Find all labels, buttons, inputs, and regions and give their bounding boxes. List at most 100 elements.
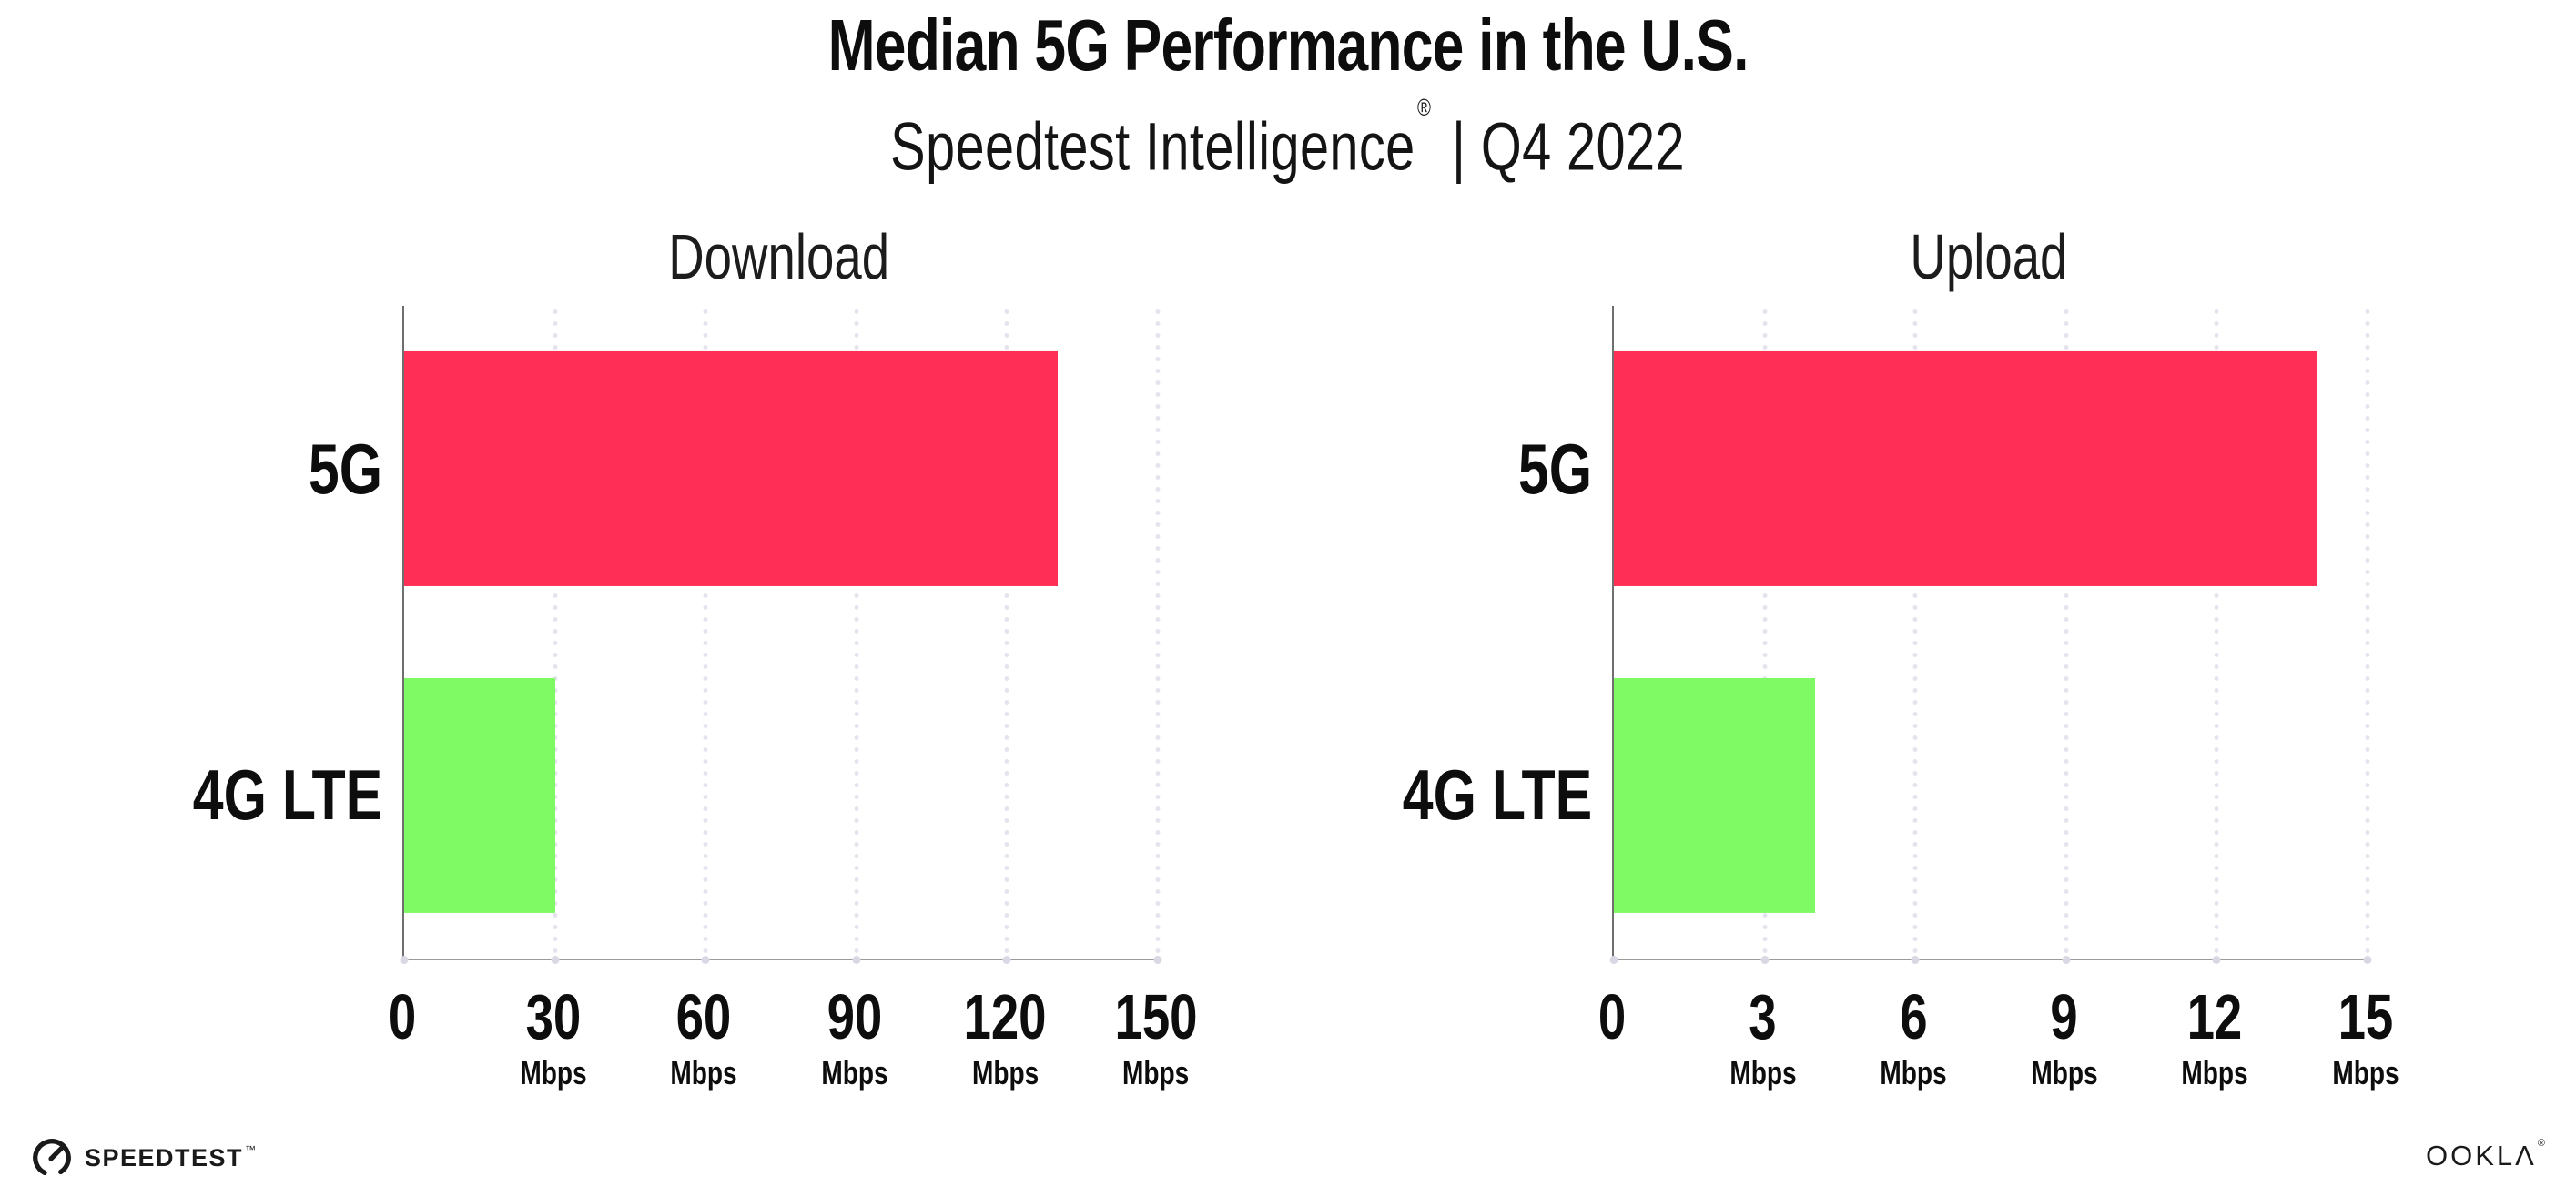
axis-tick-dot-0 <box>1609 956 1618 964</box>
x-tick-number: 120 <box>952 985 1059 1049</box>
x-tick-0: 0 <box>385 985 421 1049</box>
x-tick-unit: Mbps <box>2022 1056 2107 1090</box>
x-tick-number: 6 <box>1871 985 1956 1049</box>
axis-tick-dot-15 <box>2363 956 2372 964</box>
ookla-wordmark-prefix: OOKL <box>2426 1140 2516 1172</box>
category-label-5g: 5G <box>1497 428 1592 511</box>
x-tick-unit: Mbps <box>1720 1056 1806 1090</box>
x-tick-unit-text: Mbps <box>1122 1054 1190 1091</box>
upload-bars <box>1614 306 2368 959</box>
x-tick-number: 0 <box>385 985 421 1049</box>
speedtest-logo: SPEEDTEST ™ <box>30 1136 256 1180</box>
download-chart-title: Download <box>668 221 890 292</box>
x-tick-number: 90 <box>812 985 898 1049</box>
speedtest-wordmark: SPEEDTEST <box>85 1143 244 1172</box>
download-bars <box>404 306 1158 959</box>
x-tick-value: 0 <box>388 981 417 1052</box>
registered-mark: ® <box>2537 1138 2545 1149</box>
bar-5g <box>404 351 1058 587</box>
x-tick-value: 0 <box>1597 981 1627 1052</box>
x-tick-number: 3 <box>1720 985 1806 1049</box>
x-tick-9: 9 Mbps <box>2022 985 2107 1090</box>
upload-category-labels: 5G 4G LTE <box>1301 306 1592 959</box>
bar-band-5g <box>404 306 1158 633</box>
gridline-150 <box>1155 306 1161 959</box>
axis-tick-dot-90 <box>852 956 861 964</box>
x-tick-number: 9 <box>2022 985 2107 1049</box>
page-title-text: Median 5G Performance in the U.S. <box>827 5 1749 86</box>
axis-tick-dot-30 <box>551 956 560 964</box>
x-tick-unit-text: Mbps <box>670 1054 737 1091</box>
bar-band-4g-lte <box>1614 633 2368 959</box>
x-tick-value: 3 <box>1749 981 1777 1052</box>
x-tick-unit: Mbps <box>2323 1056 2409 1090</box>
download-plot-area <box>400 306 1162 964</box>
x-tick-unit: Mbps <box>661 1056 746 1090</box>
gridline-12 <box>2214 306 2219 959</box>
gridline-15 <box>2365 306 2370 959</box>
upload-plot-area <box>1609 306 2372 964</box>
subtitle-brand: Speedtest Intelligence <box>890 108 1416 185</box>
page-subtitle: Speedtest Intelligence® | Q4 2022 <box>0 94 2576 185</box>
x-tick-unit-text: Mbps <box>2031 1054 2098 1091</box>
x-tick-unit: Mbps <box>511 1056 596 1090</box>
x-tick-90: 90 Mbps <box>812 985 898 1090</box>
axis-tick-dot-12 <box>2212 956 2221 964</box>
download-x-axis: 0 30 Mbps 60 Mbps 90 Mbps 120 Mbps 150 Mbps <box>389 985 1198 1103</box>
x-tick-value: 12 <box>2187 981 2243 1052</box>
upload-chart-panel: Upload 5G 4G LTE 0 3 Mbps 6 Mbps 9 Mbps 12 Mbps 15… <box>1301 0 2399 1197</box>
upload-x-axis: 0 3 Mbps 6 Mbps 9 Mbps 12 Mbps 15 Mbps <box>1598 985 2399 1103</box>
x-tick-15: 15 Mbps <box>2323 985 2409 1090</box>
category-row-4g-lte: 4G LTE <box>91 633 382 959</box>
axis-tick-dot-0 <box>400 956 409 964</box>
category-label-4g-lte: 4G LTE <box>1349 754 1592 837</box>
category-label-text: 4G LTE <box>192 755 382 836</box>
gridline-3 <box>1762 306 1768 959</box>
x-tick-number: 30 <box>511 985 596 1049</box>
gridline-6 <box>1912 306 1918 959</box>
bar-5g <box>1614 351 2317 587</box>
ookla-wordmark: OOKLΛ <box>2426 1140 2537 1172</box>
x-tick-unit: Mbps <box>1103 1056 1210 1090</box>
x-tick-unit: Mbps <box>952 1056 1059 1090</box>
x-tick-6: 6 Mbps <box>1871 985 1956 1090</box>
axis-tick-dot-6 <box>1911 956 1920 964</box>
x-tick-unit-text: Mbps <box>2181 1054 2249 1091</box>
ookla-logo: OOKLΛ ® <box>2426 1138 2545 1172</box>
x-tick-value: 120 <box>963 981 1047 1052</box>
x-tick-unit-text: Mbps <box>1880 1054 1947 1091</box>
gridline-30 <box>553 306 558 959</box>
category-row-5g: 5G <box>1301 306 1592 633</box>
category-label-4g-lte: 4G LTE <box>139 754 382 837</box>
category-label-text: 5G <box>308 428 382 509</box>
category-label-text: 4G LTE <box>1402 755 1592 836</box>
axis-tick-dot-120 <box>1002 956 1011 964</box>
x-tick-30: 30 Mbps <box>511 985 596 1090</box>
download-category-labels: 5G 4G LTE <box>91 306 382 959</box>
bar-4g-lte <box>1614 677 1815 913</box>
x-tick-value: 90 <box>827 981 883 1052</box>
x-tick-60: 60 Mbps <box>661 985 746 1090</box>
x-tick-0: 0 <box>1595 985 1630 1049</box>
axis-tick-dot-150 <box>1153 956 1162 964</box>
gridline-90 <box>854 306 859 959</box>
x-tick-unit-text: Mbps <box>519 1054 587 1091</box>
upload-chart-title: Upload <box>1910 221 2068 292</box>
category-label-text: 5G <box>1517 428 1592 509</box>
x-tick-unit: Mbps <box>2172 1056 2257 1090</box>
x-tick-number: 15 <box>2323 985 2409 1049</box>
x-tick-unit-text: Mbps <box>971 1054 1040 1091</box>
x-tick-value: 15 <box>2338 981 2394 1052</box>
x-tick-number: 0 <box>1595 985 1630 1049</box>
bar-4g-lte <box>404 677 555 913</box>
gridline-9 <box>2064 306 2069 959</box>
x-tick-number: 60 <box>661 985 746 1049</box>
x-tick-12: 12 Mbps <box>2172 985 2257 1090</box>
page-subtitle-text: Speedtest Intelligence® | Q4 2022 <box>890 94 1686 185</box>
x-tick-120: 120 Mbps <box>952 985 1059 1090</box>
x-tick-number: 150 <box>1103 985 1210 1049</box>
gridline-60 <box>703 306 708 959</box>
trademark-mark: ™ <box>245 1143 257 1156</box>
axis-tick-dot-9 <box>2062 956 2071 964</box>
